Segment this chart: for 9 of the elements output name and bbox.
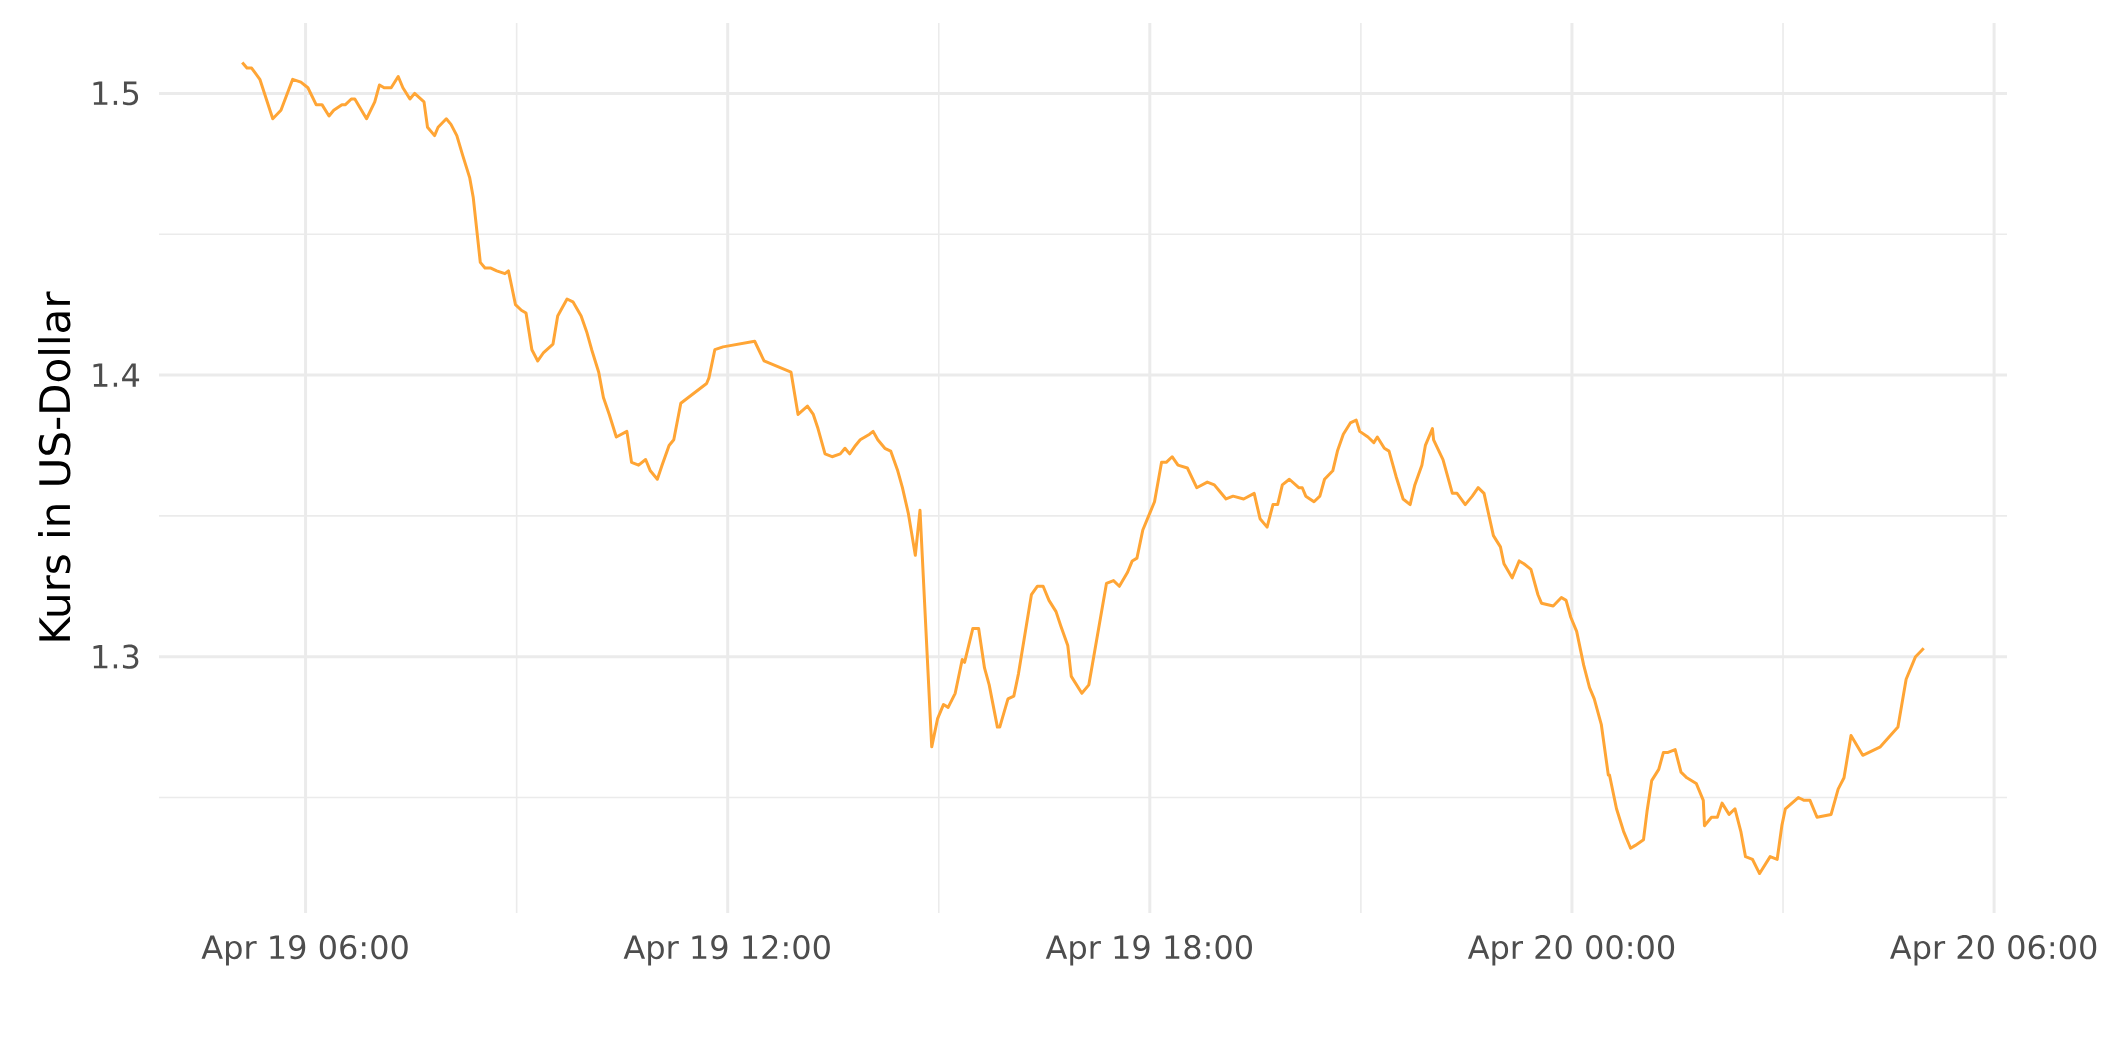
- x-tick-label: Apr 19 12:00: [623, 935, 830, 966]
- y-axis-title: Kurs in US-Dollar: [38, 291, 71, 641]
- x-tick-label: Apr 19 18:00: [1045, 935, 1252, 966]
- x-tick-label: Apr 20 06:00: [1890, 935, 2097, 966]
- x-tick-label: Apr 20 00:00: [1467, 935, 1675, 966]
- y-tick-label: 1.3: [93, 644, 139, 669]
- x-tick-label: Apr 19 06:00: [201, 935, 408, 966]
- y-tick-label: 1.5: [93, 81, 139, 106]
- y-tick-label: 1.4: [93, 363, 140, 387]
